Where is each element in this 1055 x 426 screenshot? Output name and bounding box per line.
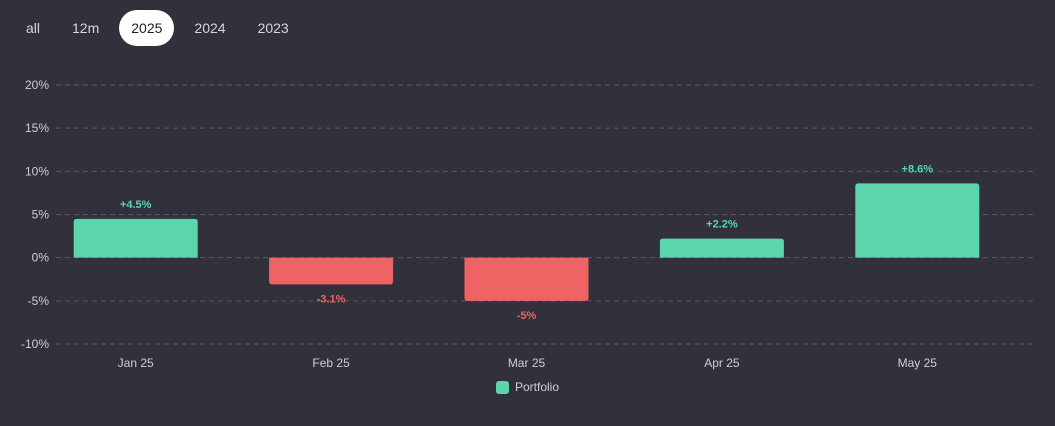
y-tick-label: 15% [25, 121, 49, 135]
bar [73, 218, 198, 258]
legend-swatch [495, 380, 509, 394]
bar-data-label: +8.6% [902, 163, 934, 175]
bar-data-label: -3.1% [317, 293, 346, 305]
chart-legend[interactable]: Portfolio [0, 380, 1055, 394]
tab-all[interactable]: all [26, 20, 41, 36]
y-tick-label: 0% [32, 251, 50, 265]
x-tick-label: Jan 25 [118, 356, 154, 370]
bar [659, 238, 784, 258]
y-tick-label: 10% [25, 164, 49, 178]
tab-2024[interactable]: 2024 [194, 20, 226, 36]
y-tick-label: 20% [25, 78, 49, 92]
bar [855, 183, 980, 258]
period-tabs: all 12m 2025 2024 2023 [14, 10, 309, 46]
y-tick-label: -5% [28, 294, 50, 308]
bar [464, 257, 589, 301]
x-tick-label: Mar 25 [508, 356, 546, 370]
y-tick-label: 5% [32, 208, 50, 222]
bar [269, 257, 394, 285]
legend-label: Portfolio [514, 380, 560, 394]
bar-data-label: +4.5% [120, 199, 152, 211]
y-tick-label: -10% [21, 337, 49, 351]
tab-2023[interactable]: 2023 [257, 20, 289, 36]
bar-data-label: -5% [517, 310, 537, 322]
x-tick-label: Apr 25 [704, 356, 740, 370]
tab-12m[interactable]: 12m [72, 20, 100, 36]
tab-2025[interactable]: 2025 [119, 10, 175, 46]
bar-data-label: +2.2% [706, 219, 738, 231]
x-tick-label: May 25 [898, 356, 938, 370]
x-tick-label: Feb 25 [312, 356, 350, 370]
